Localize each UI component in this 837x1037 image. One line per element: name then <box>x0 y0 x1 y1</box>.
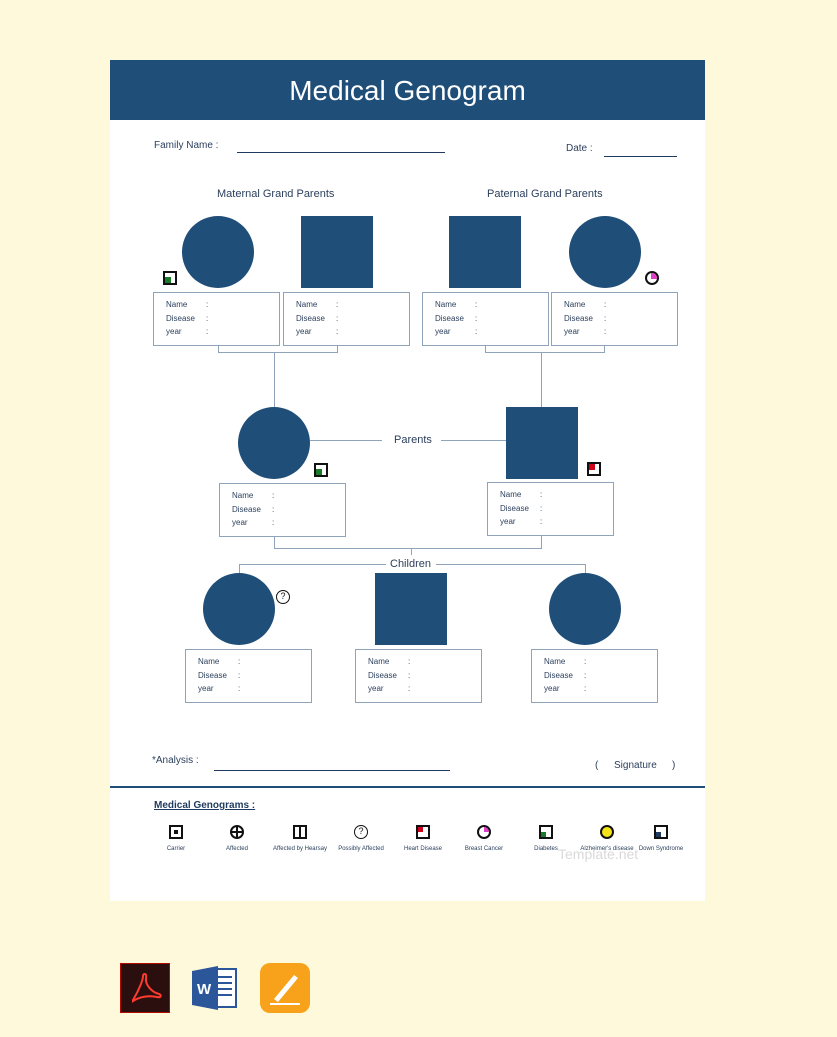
info-box-maternal-grandmother: Name: Disease: year: <box>153 292 280 346</box>
family-name-field[interactable] <box>237 152 445 153</box>
signature-close-paren: ) <box>672 760 676 771</box>
hearsay-icon <box>293 825 307 839</box>
date-label: Date : <box>566 143 593 154</box>
paternal-title: Paternal Grand Parents <box>487 188 603 200</box>
legend-item-hearsay: Affected by Hearsay <box>270 825 330 853</box>
date-field[interactable] <box>604 156 677 157</box>
info-box-child-1: Name: Disease: year: <box>185 649 312 703</box>
heart-disease-marker-icon <box>587 462 601 476</box>
father-square <box>506 407 578 479</box>
maternal-title: Maternal Grand Parents <box>217 188 335 200</box>
legend-item-alzheimers: Alzheimer's disease <box>577 825 637 853</box>
children-label: Children <box>390 558 431 570</box>
signature-label[interactable]: Signature <box>614 760 657 771</box>
page-title: Medical Genogram <box>110 60 705 120</box>
svg-text:W: W <box>197 981 212 998</box>
info-box-maternal-grandfather: Name: Disease: year: <box>283 292 410 346</box>
heart-disease-icon <box>416 825 430 839</box>
diabetes-marker-icon <box>163 271 177 285</box>
legend-item-affected: Affected <box>207 825 267 853</box>
word-icon[interactable]: W <box>190 963 240 1013</box>
child-3-circle <box>549 573 621 645</box>
info-box-child-3: Name: Disease: year: <box>531 649 658 703</box>
diabetes-marker-icon <box>314 463 328 477</box>
legend-item-carrier: Carrier <box>146 825 206 853</box>
legend-item-possibly-affected: ? Possibly Affected <box>338 825 384 852</box>
legend-title: Medical Genograms : <box>154 800 256 811</box>
child-1-circle <box>203 573 275 645</box>
info-box-paternal-grandmother: Name: Disease: year: <box>551 292 678 346</box>
pdf-icon[interactable] <box>120 963 170 1013</box>
breast-cancer-marker-icon <box>645 271 659 285</box>
info-box-mother: Name: Disease: year: <box>219 483 346 537</box>
info-box-father: Name: Disease: year: <box>487 482 614 536</box>
carrier-icon <box>169 825 183 839</box>
info-box-paternal-grandfather: Name: Disease: year: <box>422 292 549 346</box>
mother-circle <box>238 407 310 479</box>
diabetes-icon <box>539 825 553 839</box>
down-syndrome-icon <box>654 825 668 839</box>
legend-item-breast-cancer: Breast Cancer <box>454 825 514 853</box>
legend-item-heart-disease: Heart Disease <box>393 825 453 853</box>
affected-icon <box>230 825 244 839</box>
signature-open-paren: ( <box>595 760 599 771</box>
maternal-grandfather-square <box>301 216 373 288</box>
possibly-affected-icon: ? <box>354 825 368 839</box>
divider <box>110 786 705 788</box>
info-box-child-2: Name: Disease: year: <box>355 649 482 703</box>
pages-icon[interactable] <box>260 963 310 1013</box>
legend-item-down-syndrome: Down Syndrome <box>631 825 691 853</box>
paternal-grandfather-square <box>449 216 521 288</box>
parents-label: Parents <box>394 434 432 446</box>
paternal-grandmother-circle <box>569 216 641 288</box>
watermark: Template.net <box>558 846 639 862</box>
family-name-label: Family Name : <box>154 140 219 151</box>
legend-item-diabetes: Diabetes <box>516 825 576 853</box>
analysis-field[interactable] <box>214 770 450 771</box>
child-2-square <box>375 573 447 645</box>
genogram-sheet: Medical Genogram Family Name : Date : Ma… <box>110 60 705 901</box>
breast-cancer-icon <box>477 825 491 839</box>
possibly-affected-marker-icon: ? <box>276 590 290 604</box>
alzheimers-icon <box>600 825 614 839</box>
analysis-label: *Analysis : <box>152 755 199 766</box>
maternal-grandmother-circle <box>182 216 254 288</box>
